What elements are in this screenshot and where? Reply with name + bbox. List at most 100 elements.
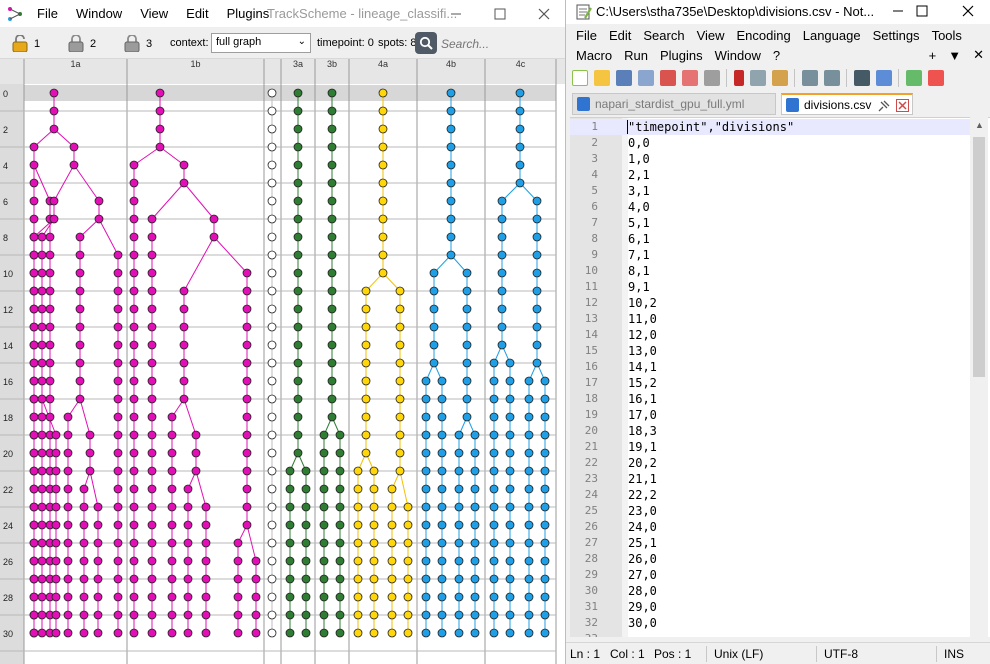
spot-node[interactable] bbox=[293, 358, 303, 368]
spot-node[interactable] bbox=[293, 394, 303, 404]
spot-node[interactable] bbox=[387, 484, 397, 494]
minimize-button[interactable] bbox=[434, 0, 478, 27]
close-all-icon[interactable] bbox=[682, 69, 698, 86]
close-button[interactable] bbox=[522, 0, 565, 27]
spot-node[interactable] bbox=[540, 574, 550, 584]
spot-node[interactable] bbox=[403, 574, 413, 584]
vertical-scrollbar[interactable]: ▲ bbox=[970, 117, 988, 637]
tab-napari-yml[interactable]: napari_stardist_gpu_full.yml bbox=[572, 93, 776, 115]
spot-node[interactable] bbox=[319, 430, 329, 440]
spot-node[interactable] bbox=[147, 394, 157, 404]
spot-node[interactable] bbox=[45, 376, 55, 386]
spot-node[interactable] bbox=[29, 628, 39, 638]
replace-icon[interactable] bbox=[876, 69, 892, 86]
spot-node[interactable] bbox=[532, 340, 542, 350]
spot-node[interactable] bbox=[147, 484, 157, 494]
spot-node[interactable] bbox=[51, 430, 61, 440]
spot-node[interactable] bbox=[524, 502, 534, 512]
spot-node[interactable] bbox=[540, 592, 550, 602]
spot-node[interactable] bbox=[505, 394, 515, 404]
spot-node[interactable] bbox=[497, 304, 507, 314]
spot-node[interactable] bbox=[369, 592, 379, 602]
spot-node[interactable] bbox=[369, 484, 379, 494]
spot-node[interactable] bbox=[129, 322, 139, 332]
zoom-in-icon[interactable] bbox=[906, 69, 922, 86]
menu-window[interactable]: Window bbox=[75, 6, 123, 21]
spot-node[interactable] bbox=[462, 322, 472, 332]
spot-node[interactable] bbox=[129, 376, 139, 386]
spot-node[interactable] bbox=[45, 304, 55, 314]
spot-node[interactable] bbox=[293, 412, 303, 422]
spot-node[interactable] bbox=[167, 466, 177, 476]
menu-settings[interactable]: Settings bbox=[872, 27, 920, 43]
spot-node[interactable] bbox=[45, 340, 55, 350]
spot-node[interactable] bbox=[532, 286, 542, 296]
spot-node[interactable] bbox=[540, 430, 550, 440]
spot-node[interactable] bbox=[267, 160, 277, 170]
spot-node[interactable] bbox=[395, 286, 405, 296]
spot-node[interactable] bbox=[462, 340, 472, 350]
open-file-icon[interactable] bbox=[594, 69, 610, 86]
spot-node[interactable] bbox=[532, 196, 542, 206]
spot-node[interactable] bbox=[353, 628, 363, 638]
spot-node[interactable] bbox=[75, 250, 85, 260]
spot-node[interactable] bbox=[147, 628, 157, 638]
spot-node[interactable] bbox=[515, 88, 525, 98]
spot-node[interactable] bbox=[301, 556, 311, 566]
spot-node[interactable] bbox=[437, 448, 447, 458]
spot-node[interactable] bbox=[301, 466, 311, 476]
spot-node[interactable] bbox=[75, 394, 85, 404]
spot-node[interactable] bbox=[75, 358, 85, 368]
spot-node[interactable] bbox=[242, 268, 252, 278]
spot-node[interactable] bbox=[29, 466, 39, 476]
spot-node[interactable] bbox=[37, 268, 47, 278]
spot-node[interactable] bbox=[378, 250, 388, 260]
spot-node[interactable] bbox=[69, 160, 79, 170]
spot-node[interactable] bbox=[532, 268, 542, 278]
spot-node[interactable] bbox=[421, 376, 431, 386]
spot-node[interactable] bbox=[532, 358, 542, 368]
editor-line[interactable]: 33 bbox=[570, 631, 970, 637]
spot-node[interactable] bbox=[335, 484, 345, 494]
spot-node[interactable] bbox=[69, 142, 79, 152]
spot-node[interactable] bbox=[129, 412, 139, 422]
spot-node[interactable] bbox=[429, 358, 439, 368]
spot-node[interactable] bbox=[29, 160, 39, 170]
search-button[interactable] bbox=[415, 32, 437, 54]
spot-node[interactable] bbox=[113, 466, 123, 476]
spot-node[interactable] bbox=[233, 538, 243, 548]
spot-node[interactable] bbox=[233, 628, 243, 638]
scrollbar-thumb[interactable] bbox=[973, 137, 985, 377]
spot-node[interactable] bbox=[361, 358, 371, 368]
spot-node[interactable] bbox=[37, 322, 47, 332]
spot-node[interactable] bbox=[446, 106, 456, 116]
spot-node[interactable] bbox=[454, 484, 464, 494]
spot-node[interactable] bbox=[147, 268, 157, 278]
spot-node[interactable] bbox=[63, 574, 73, 584]
spot-node[interactable] bbox=[301, 520, 311, 530]
spot-node[interactable] bbox=[167, 538, 177, 548]
spot-node[interactable] bbox=[327, 358, 337, 368]
spot-node[interactable] bbox=[421, 412, 431, 422]
spot-node[interactable] bbox=[93, 538, 103, 548]
spot-node[interactable] bbox=[540, 520, 550, 530]
spot-node[interactable] bbox=[524, 484, 534, 494]
spot-node[interactable] bbox=[532, 304, 542, 314]
spot-node[interactable] bbox=[167, 556, 177, 566]
spot-node[interactable] bbox=[242, 502, 252, 512]
spot-node[interactable] bbox=[421, 628, 431, 638]
spot-node[interactable] bbox=[129, 196, 139, 206]
spot-node[interactable] bbox=[454, 628, 464, 638]
spot-node[interactable] bbox=[37, 286, 47, 296]
spot-node[interactable] bbox=[37, 466, 47, 476]
spot-node[interactable] bbox=[45, 268, 55, 278]
spot-node[interactable] bbox=[327, 376, 337, 386]
spot-node[interactable] bbox=[79, 628, 89, 638]
spot-node[interactable] bbox=[470, 574, 480, 584]
spot-node[interactable] bbox=[353, 556, 363, 566]
editor-line[interactable]: 27 25,1 bbox=[570, 535, 970, 551]
spot-node[interactable] bbox=[454, 448, 464, 458]
spot-node[interactable] bbox=[319, 502, 329, 512]
menu-run[interactable]: Run bbox=[624, 47, 648, 63]
editor-line[interactable]: 31 29,0 bbox=[570, 599, 970, 615]
